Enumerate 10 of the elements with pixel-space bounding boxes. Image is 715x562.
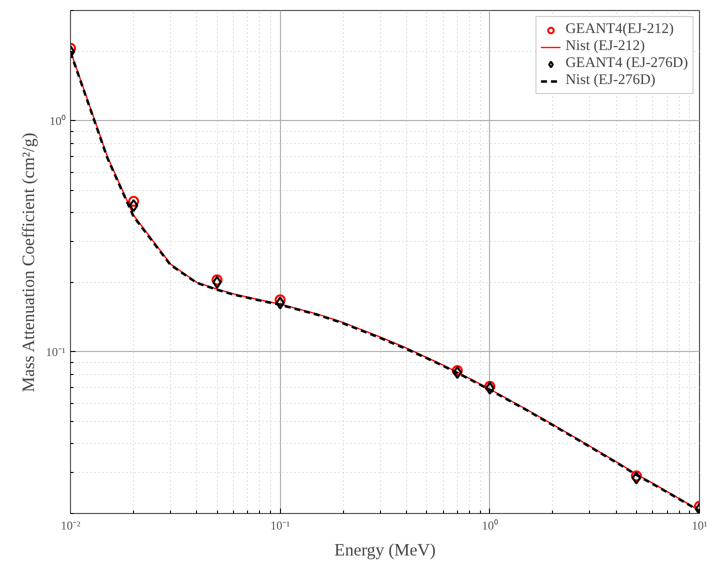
x-tick-label: 10⁰ (482, 518, 498, 532)
y-axis-title: Mass Attenuation Coefficient (cm²/g) (18, 132, 38, 392)
legend-label: GEANT4 (EJ-276D) (565, 55, 688, 72)
legend-label: Nist (EJ-276D) (565, 72, 656, 89)
x-axis-title: Energy (MeV) (334, 540, 436, 560)
x-tick-label: 10⁻² (60, 518, 81, 532)
legend-label: Nist (EJ-212) (565, 38, 645, 55)
x-tick-label: 10¹ (692, 518, 708, 532)
legend-label: GEANT4(EJ-212) (565, 21, 674, 38)
x-tick-label: 10⁻¹ (270, 518, 290, 532)
